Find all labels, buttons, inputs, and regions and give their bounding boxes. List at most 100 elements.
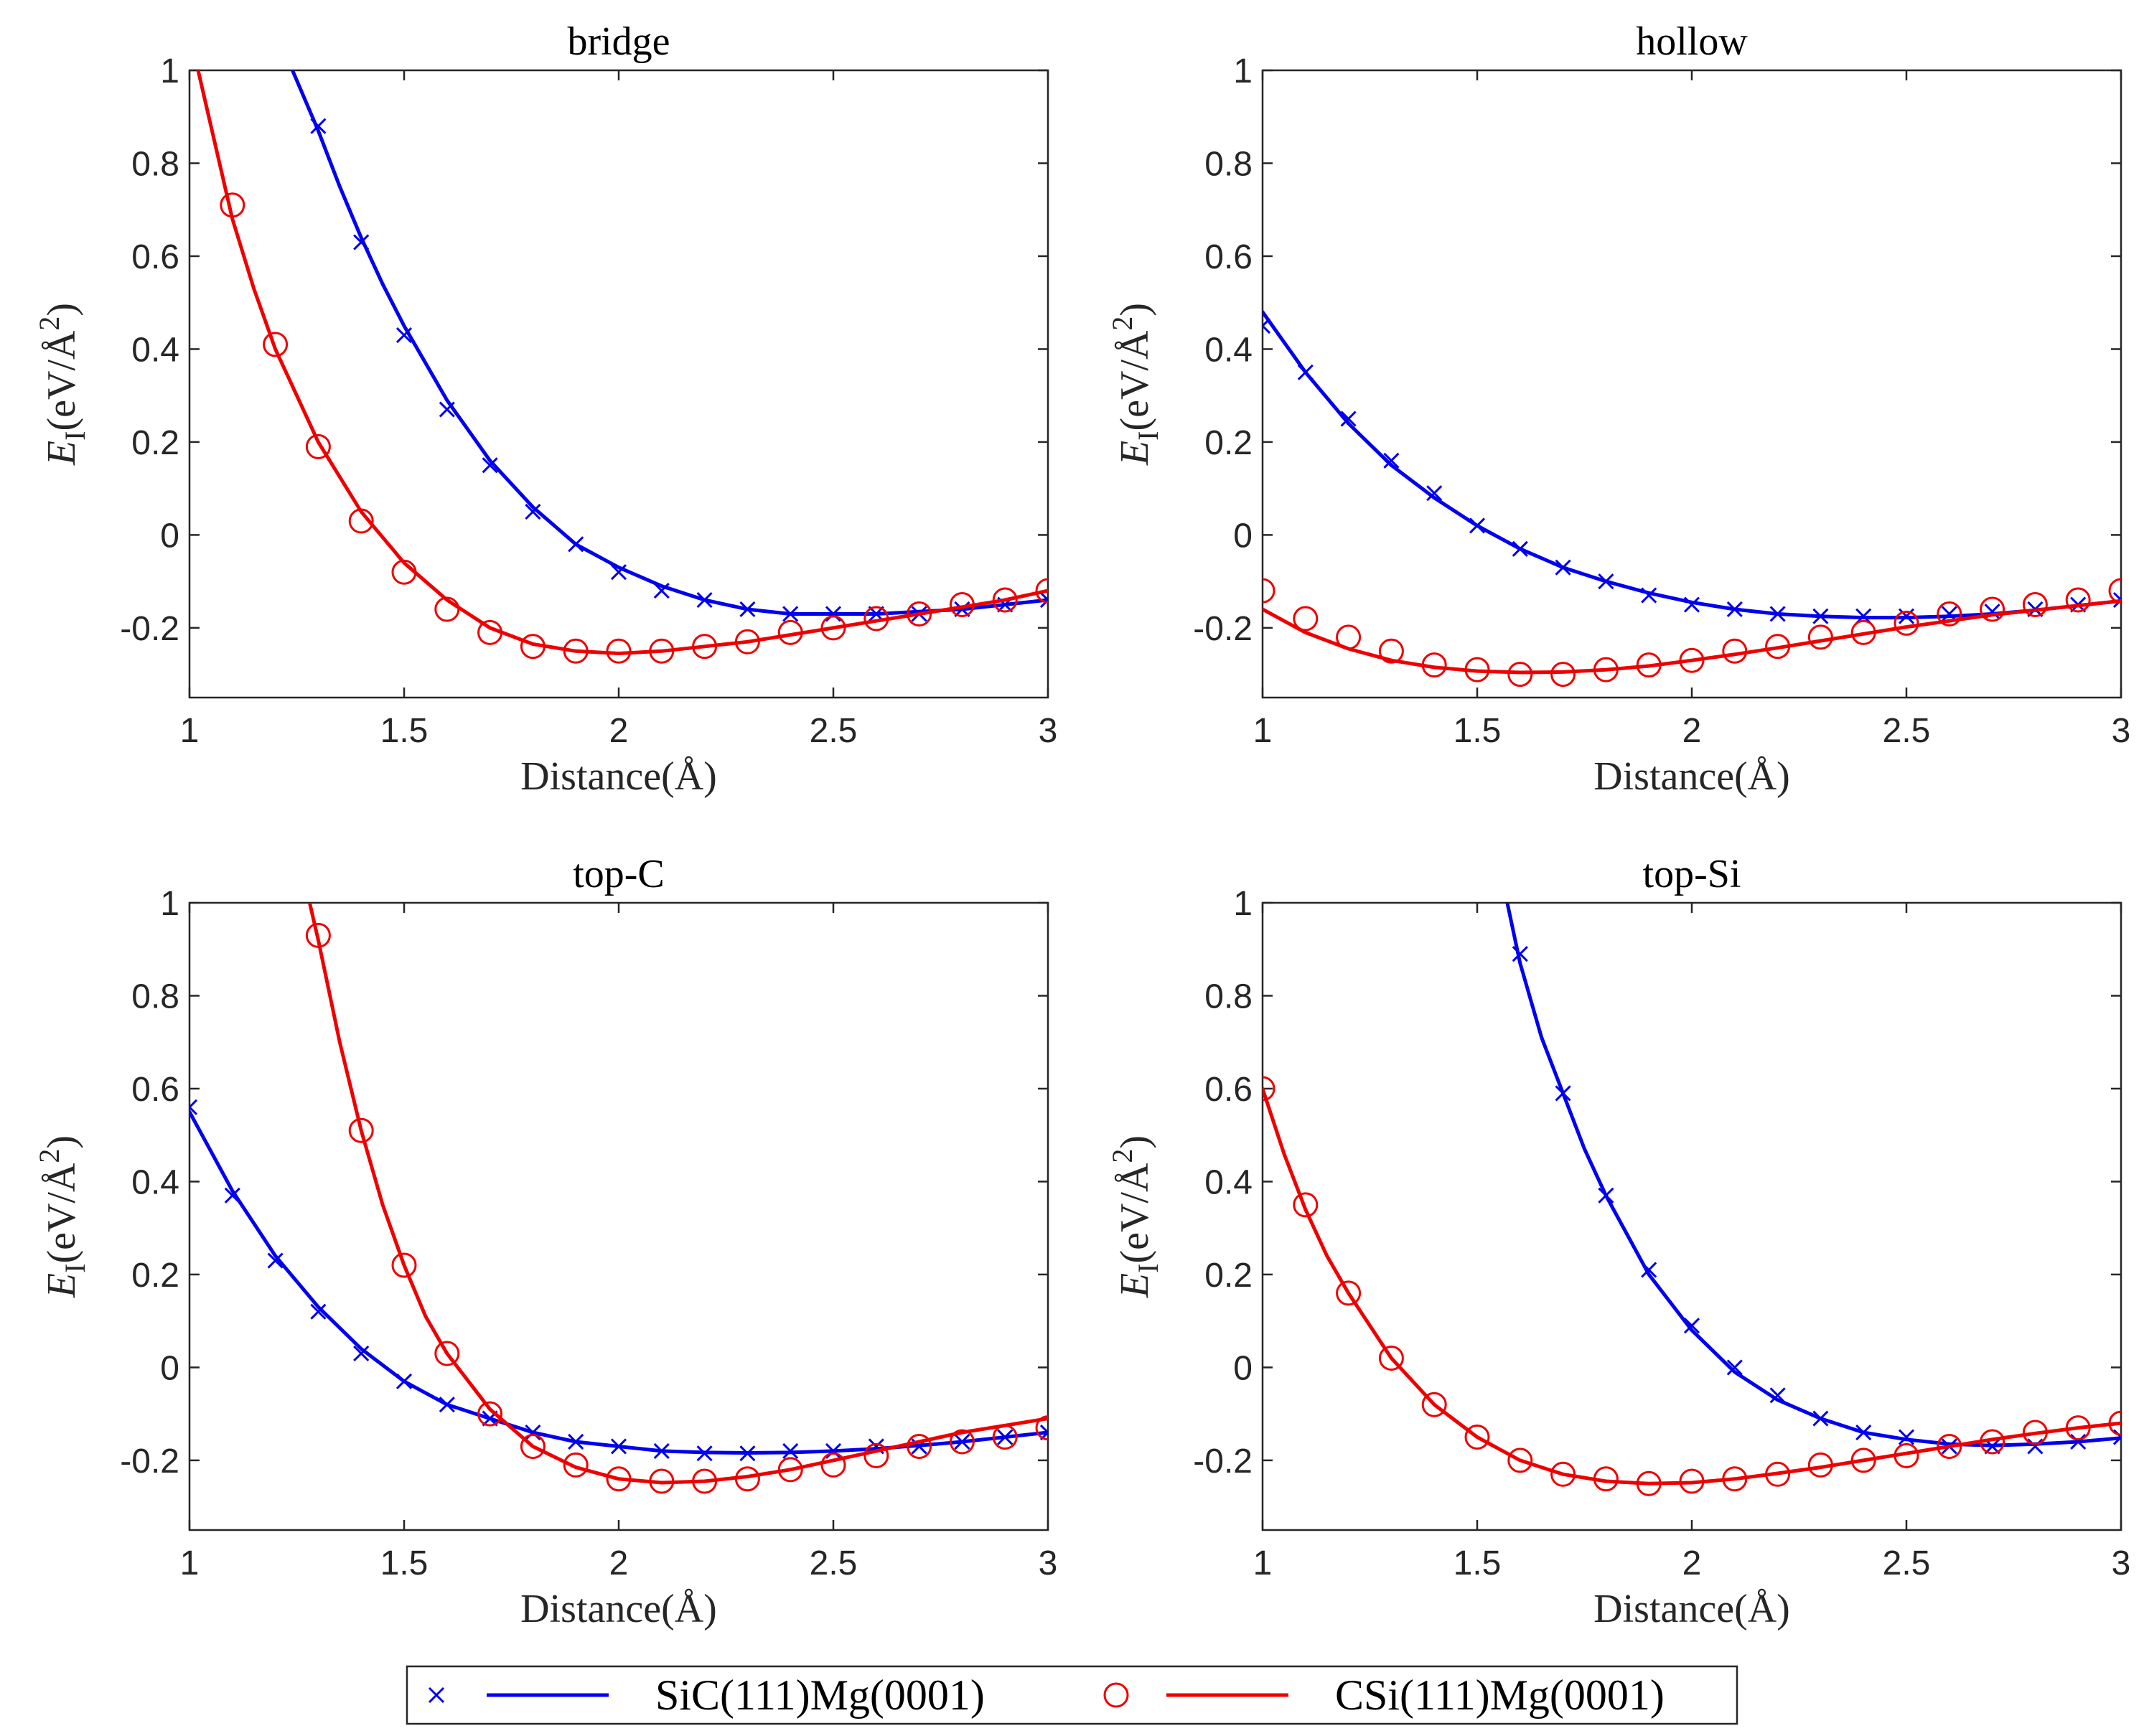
data-point-o — [305, 433, 331, 459]
x-tick-label: 2 — [1682, 712, 1702, 750]
data-point-o — [992, 1425, 1018, 1450]
data-point-x — [2112, 1429, 2121, 1445]
panel-title: hollow — [1636, 19, 1748, 64]
data-point-o — [1263, 578, 1275, 604]
data-point-o — [1293, 606, 1319, 632]
data-point-o — [1679, 647, 1705, 673]
data-point-o — [1507, 1448, 1533, 1473]
data-point-x — [2070, 1433, 2087, 1450]
data-point-o — [1593, 1466, 1619, 1492]
plot-area — [1263, 310, 2121, 688]
data-point-x — [1512, 946, 1528, 962]
data-point-o — [907, 1433, 932, 1459]
data-point-o — [1636, 652, 1662, 678]
data-point-x — [482, 457, 498, 474]
data-point-o — [2065, 587, 2091, 613]
data-point-x — [1383, 452, 1400, 469]
x-tick-label: 2 — [609, 712, 629, 750]
y-tick-label: 0.8 — [1204, 977, 1253, 1015]
data-point-o — [820, 615, 846, 641]
x-tick-label: 1 — [180, 1544, 200, 1582]
legend-marker-o — [1103, 1682, 1129, 1708]
data-point-o — [949, 592, 975, 618]
y-tick-label: 1 — [1233, 885, 1253, 923]
data-point-o — [1593, 657, 1619, 682]
data-point-x — [1512, 540, 1528, 557]
x-tick-label: 2.5 — [810, 712, 858, 750]
data-point-o — [734, 629, 760, 654]
data-point-o — [477, 619, 503, 645]
data-point-o — [1765, 1461, 1791, 1487]
legend: SiC(111)Mg(0001) CSi(111)Mg(0001) — [406, 1665, 1738, 1725]
data-point-x — [1641, 587, 1657, 604]
data-point-o — [563, 638, 589, 664]
data-point-x — [395, 1373, 413, 1389]
data-point-x — [1726, 601, 1743, 618]
panel-hollow: 1 1.5 2 2.5 3 -0.2 0 0.2 0.4 0.6 0.8 1 hollow Distanc… — [1106, 19, 2131, 799]
data-point-o — [1550, 662, 1576, 688]
data-point-o — [907, 601, 932, 627]
x-tick-label: 1 — [1253, 1544, 1273, 1582]
fit-line-CSi(111)Mg(0001) — [307, 903, 1048, 1485]
data-point-x — [189, 1099, 198, 1115]
y-axis-label: EI(eV/Å2) — [33, 1135, 91, 1298]
data-point-x — [1855, 1424, 1872, 1441]
data-point-o — [2022, 1420, 2048, 1445]
x-tick-label: 2 — [609, 1544, 629, 1582]
data-point-o — [1336, 624, 1362, 650]
data-point-o — [863, 606, 889, 632]
data-point-o — [434, 1341, 460, 1366]
data-point-o — [220, 192, 245, 218]
data-point-o — [863, 1442, 889, 1468]
data-point-x — [310, 118, 327, 134]
x-tick-label: 2 — [1682, 1544, 1702, 1582]
y-tick-label: 0 — [1233, 517, 1253, 555]
data-point-x — [1812, 1410, 1829, 1427]
fit-line-SiC(111)Mg(0001) — [1263, 310, 2121, 620]
y-tick-label: 0.6 — [131, 1071, 179, 1109]
data-point-x — [1263, 318, 1271, 334]
data-point-x — [439, 401, 455, 418]
x-tick-label: 3 — [2112, 712, 2131, 750]
data-point-x — [1340, 410, 1357, 427]
data-point-x — [1426, 485, 1443, 502]
y-tick-label: 0.6 — [131, 238, 179, 276]
data-point-x — [1898, 1429, 1915, 1445]
y-tick-label: -0.2 — [120, 610, 179, 648]
data-point-o — [1722, 1466, 1748, 1492]
legend-entry: SiC(111)Mg(0001) — [428, 1671, 985, 1719]
data-point-o — [1937, 601, 1962, 627]
panel-title: top-Si — [1643, 852, 1741, 896]
data-point-o — [1378, 1345, 1404, 1371]
y-tick-label: 0.8 — [131, 145, 179, 183]
y-tick-label: -0.2 — [1193, 1442, 1253, 1481]
panel-title: bridge — [567, 19, 670, 64]
data-point-o — [606, 638, 632, 664]
data-point-o — [1636, 1470, 1662, 1496]
legend-label: SiC(111)Mg(0001) — [655, 1671, 985, 1719]
data-point-o — [1421, 652, 1447, 678]
data-point-o — [734, 1466, 760, 1492]
y-tick-label: 0.6 — [1204, 238, 1253, 276]
data-point-x — [1769, 606, 1786, 622]
data-point-o — [520, 1433, 546, 1459]
data-point-o — [348, 508, 374, 534]
plot-area — [1263, 903, 2121, 1496]
data-point-o — [1850, 619, 1876, 645]
legend-label: CSi(111)Mg(0001) — [1335, 1671, 1665, 1719]
data-point-x — [653, 583, 670, 599]
data-point-x — [1039, 591, 1048, 609]
data-point-x — [310, 1303, 327, 1320]
data-point-o — [949, 1429, 975, 1455]
data-point-x — [782, 606, 799, 622]
panel-top-C: 1 1.5 2 2.5 3 -0.2 0 0.2 0.4 0.6 0.8 1 top-C Distance… — [33, 852, 1057, 1631]
data-point-o — [563, 1452, 589, 1478]
plot-area — [189, 903, 1048, 1494]
y-tick-label: 0.8 — [131, 977, 179, 1015]
data-point-o — [348, 1117, 374, 1143]
data-point-o — [1893, 1442, 1919, 1468]
data-point-x — [1683, 1318, 1700, 1334]
data-point-x — [1555, 1085, 1571, 1102]
legend-entry: CSi(111)Mg(0001) — [1103, 1671, 1665, 1719]
